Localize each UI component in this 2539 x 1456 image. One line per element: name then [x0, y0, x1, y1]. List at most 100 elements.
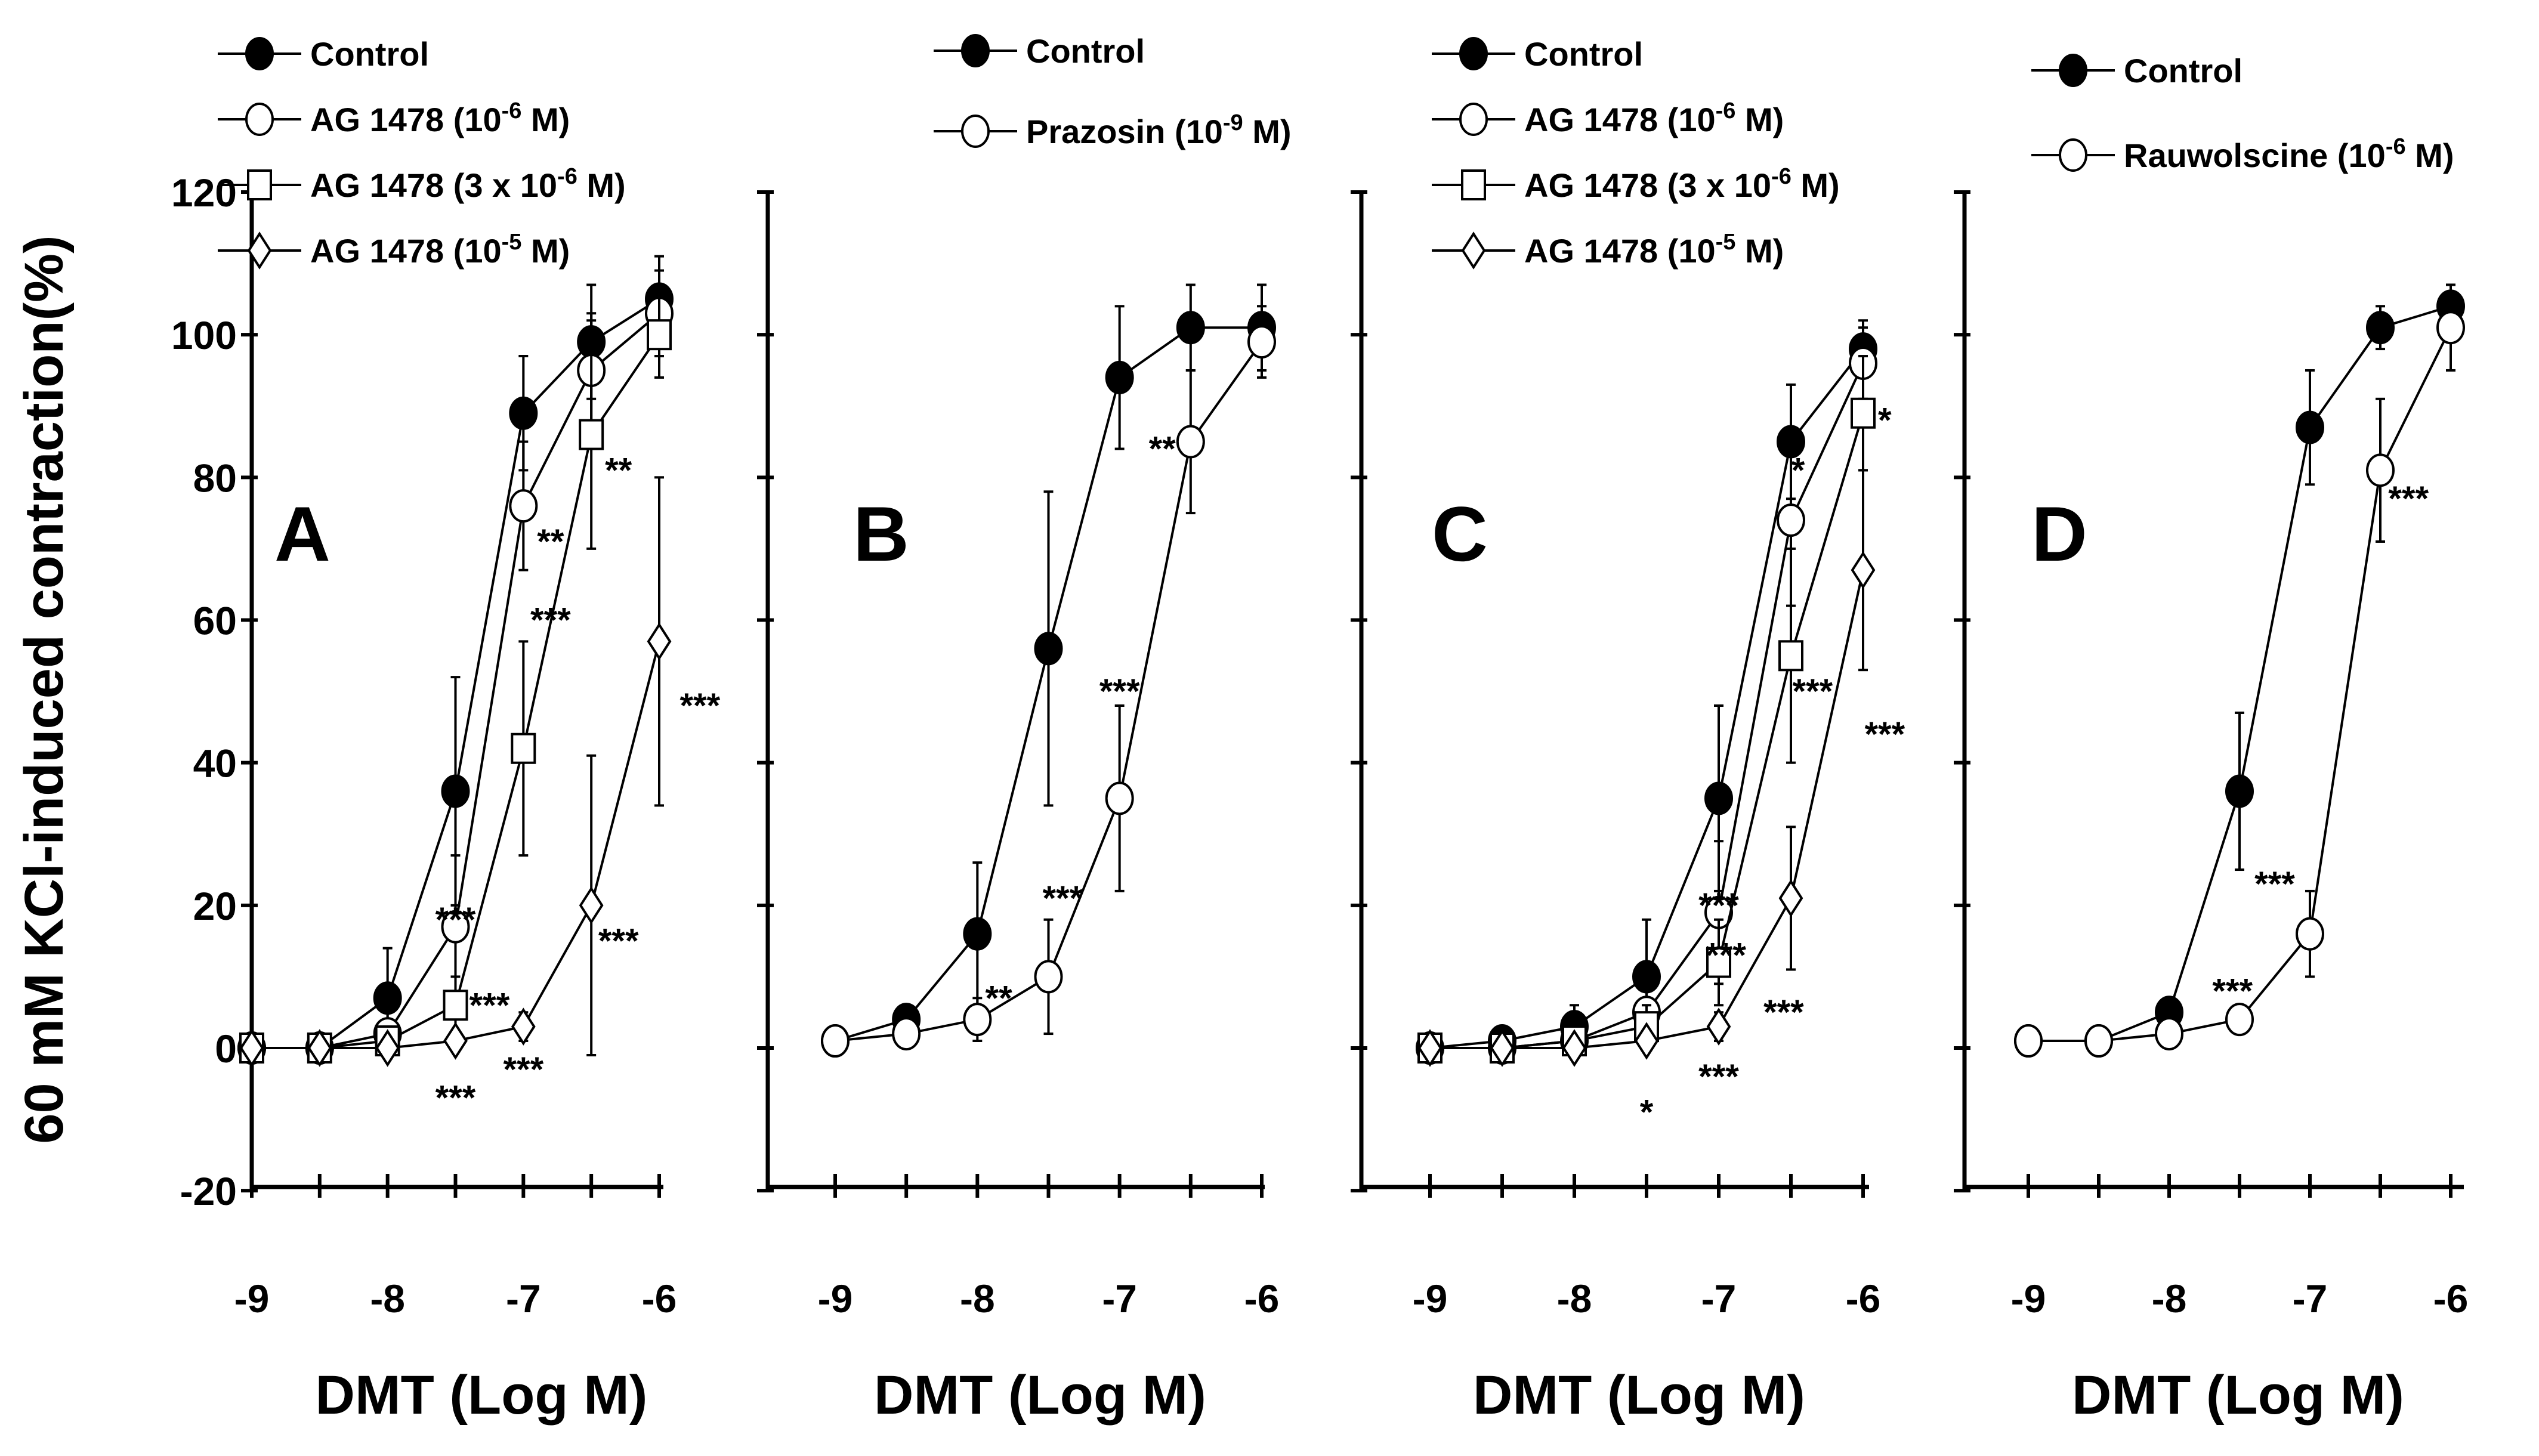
data-point	[2366, 453, 2395, 487]
data-point	[1176, 311, 1205, 345]
legend-label: AG 1478 (10-6 M)	[310, 98, 570, 138]
significance-label: ***	[2212, 972, 2253, 1010]
legend-label: AG 1478 (10-5 M)	[310, 230, 570, 270]
series-line	[2028, 327, 2452, 1043]
panel-letter: A	[274, 490, 330, 577]
legend-label: AG 1478 (3 x 10-6 M)	[310, 164, 626, 204]
legend-entry-4: AG 1478 (10-5 M)	[218, 230, 570, 270]
legend-marker	[247, 231, 272, 270]
legend-label: AG 1478 (10-5 M)	[1524, 230, 1784, 270]
data-point	[1851, 551, 1876, 589]
data-point	[1777, 503, 1805, 537]
data-point	[441, 774, 470, 808]
significance-label: ***	[435, 1079, 476, 1118]
significance-label: ***	[1792, 672, 1833, 711]
axis-lines	[765, 192, 1265, 1189]
panel-letter: C	[1432, 490, 1488, 577]
y-tick-label: 20	[193, 884, 237, 928]
x-axis-label: DMT (Log M)	[2072, 1365, 2404, 1426]
legend-label: AG 1478 (10-6 M)	[1524, 98, 1784, 138]
series-line	[2028, 305, 2451, 1043]
legend-entry-1: Control	[1432, 35, 1643, 73]
significance-label: **	[605, 451, 632, 490]
panel-letter: D	[2031, 490, 2087, 577]
data-point	[2084, 1024, 2113, 1058]
data-point	[1034, 960, 1063, 994]
significance-label: ***	[1099, 672, 1140, 711]
y-tick-label: 120	[171, 171, 237, 215]
significance-label: *	[1878, 401, 1892, 440]
legend-marker	[2059, 54, 2087, 87]
significance-label: ***	[1698, 1058, 1739, 1096]
data-point	[375, 1029, 400, 1067]
data-point	[511, 732, 536, 764]
significance-label: ***	[503, 1050, 543, 1089]
series-4	[239, 476, 672, 1067]
significance-label: **	[537, 523, 564, 561]
legend-marker	[2059, 138, 2087, 172]
x-axis-label: DMT (Log M)	[874, 1365, 1206, 1426]
legend-entry-1: Control	[934, 32, 1145, 70]
x-tick-label: -7	[1701, 1276, 1737, 1321]
series-1	[2014, 283, 2465, 1058]
data-point	[579, 886, 604, 925]
legend-label: Rauwolscine (10-6 M)	[2124, 134, 2454, 174]
significance-label: ***	[1763, 993, 1804, 1032]
axis-lines	[1962, 192, 2464, 1189]
series-2	[821, 305, 1276, 1058]
data-point	[509, 396, 538, 430]
x-tick-label: -6	[642, 1276, 677, 1321]
legend-marker	[1461, 231, 1486, 270]
data-point	[1778, 640, 1803, 672]
significance-label: ***	[530, 601, 571, 640]
data-point	[1034, 632, 1063, 666]
legend-marker	[1459, 37, 1488, 70]
significance-label: *	[1640, 1093, 1654, 1132]
y-tick-label: 60	[193, 599, 237, 643]
y-tick-label: -20	[180, 1169, 237, 1213]
data-point	[1704, 781, 1733, 815]
x-tick-label: -7	[506, 1276, 541, 1321]
data-point	[1417, 1029, 1443, 1067]
y-tick-label: 100	[171, 313, 237, 357]
significance-label: ***	[598, 922, 639, 961]
data-point	[1105, 781, 1134, 815]
x-tick-label: -7	[2293, 1276, 2328, 1321]
data-point	[2296, 917, 2324, 951]
data-point	[509, 489, 538, 523]
legend-entry-2: AG 1478 (10-6 M)	[218, 98, 570, 138]
data-point	[1105, 360, 1134, 394]
data-point	[647, 622, 672, 661]
x-tick-label: -7	[1102, 1276, 1137, 1321]
legend-marker	[961, 115, 990, 148]
data-point	[441, 910, 470, 944]
legend-entry-4: AG 1478 (10-5 M)	[1432, 230, 1784, 270]
legend-label: Control	[2124, 52, 2243, 89]
data-point	[239, 1029, 264, 1067]
x-tick-label: -9	[818, 1276, 853, 1321]
data-point	[1247, 325, 1276, 359]
data-point	[1490, 1029, 1515, 1067]
legend-entry-1: Control	[2031, 52, 2243, 89]
data-point	[2225, 1003, 2254, 1037]
data-point	[1176, 425, 1205, 459]
legend-marker	[247, 169, 272, 200]
legend-label: AG 1478 (3 x 10-6 M)	[1524, 164, 1840, 204]
data-point	[2014, 1024, 2043, 1058]
significance-label: ***	[679, 687, 720, 725]
chart-panel-a: -20 0 20 40 60 80 100 120 60 mM KCl-induced cont…	[14, 35, 721, 1426]
significance-label: *	[1791, 451, 1805, 490]
legend-label: Prazosin (10-9 M)	[1026, 110, 1292, 150]
legend-entry-2: Prazosin (10-9 M)	[934, 110, 1292, 150]
legend-entry-2: Rauwolscine (10-6 M)	[2031, 134, 2454, 174]
y-tick-label: 0	[215, 1027, 237, 1071]
significance-label: ***	[1706, 936, 1746, 975]
data-point	[963, 917, 992, 951]
legend-label: Control	[1524, 35, 1643, 73]
legend-label: Control	[1026, 32, 1145, 70]
series-2	[2014, 283, 2465, 1058]
data-point	[2296, 410, 2324, 444]
data-point	[1634, 1022, 1659, 1060]
x-axis-label: DMT (Log M)	[1473, 1365, 1805, 1426]
